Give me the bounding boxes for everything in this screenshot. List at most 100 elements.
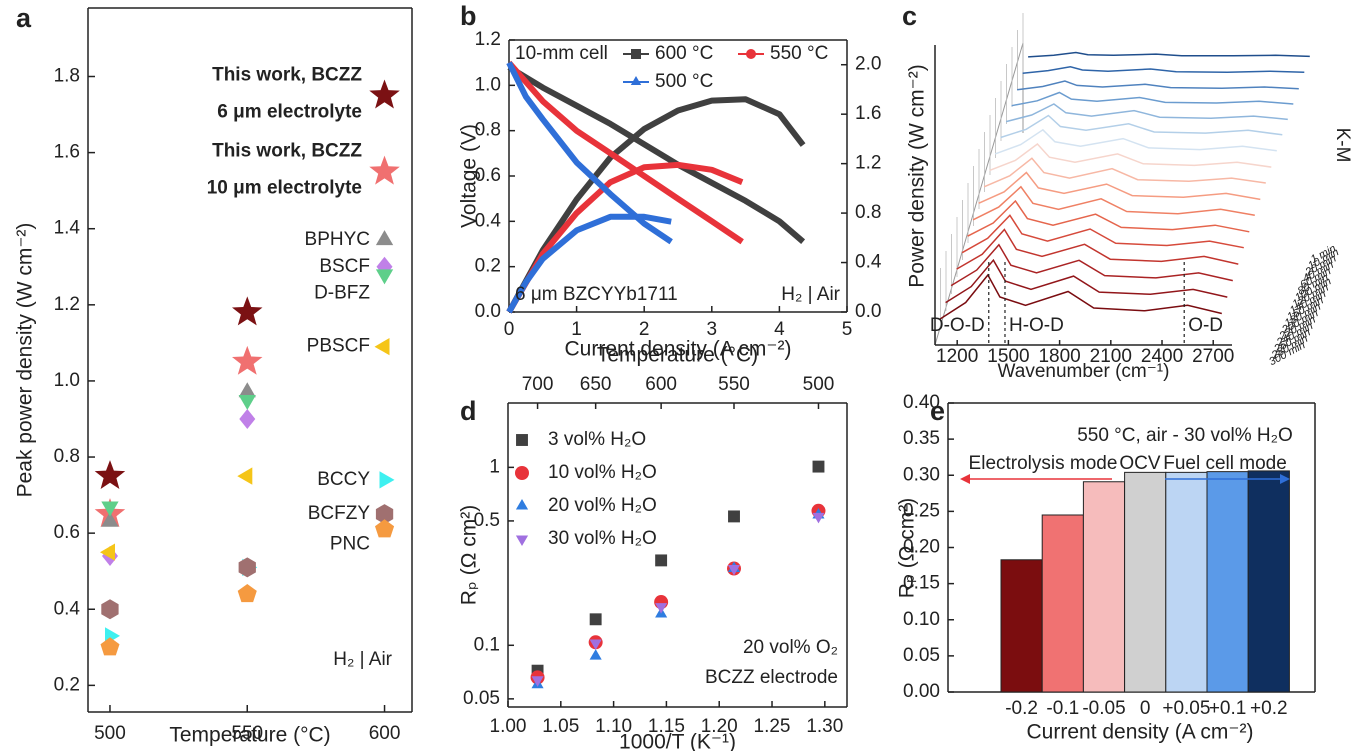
annotation: Fuel cell mode xyxy=(1163,453,1287,474)
spectrum xyxy=(1000,114,1283,139)
x-tick-label: -0.1 xyxy=(1046,698,1079,719)
marker xyxy=(232,345,263,375)
y-tick-label: 0.5 xyxy=(474,510,500,531)
spectrum xyxy=(1028,51,1310,58)
y-tick-label: 0.25 xyxy=(903,500,940,521)
y-tick-label: 0.15 xyxy=(903,573,940,594)
legend-label: 550 °C xyxy=(770,43,828,64)
x-tick-label: 700 xyxy=(522,374,554,395)
power-line xyxy=(506,96,806,314)
series-label: BPHYC xyxy=(305,229,370,250)
marker xyxy=(369,155,400,185)
legend-marker xyxy=(746,49,756,59)
marker xyxy=(369,79,400,109)
legend-label: 500 °C xyxy=(655,71,713,92)
legend-label: 30 vol% H₂O xyxy=(548,528,657,549)
y-tick-label: 0.8 xyxy=(54,446,80,467)
marker xyxy=(232,296,263,326)
x-tick-label: +0.2 xyxy=(1250,698,1288,719)
marker xyxy=(374,338,390,356)
series-label: D-BFZ xyxy=(314,282,370,303)
panel-label: a xyxy=(16,3,32,33)
x-tick-label: -0.05 xyxy=(1082,698,1125,719)
spectrum xyxy=(989,142,1272,172)
marker xyxy=(728,510,740,523)
marker xyxy=(237,467,253,485)
marker xyxy=(238,395,256,410)
marker xyxy=(101,501,119,517)
marker xyxy=(379,471,395,489)
marker xyxy=(515,535,529,546)
y-tick-label: 1.6 xyxy=(54,142,80,163)
legend-label: 3 vol% H₂O xyxy=(548,429,646,450)
bar xyxy=(1165,471,1208,693)
y-tick-label: 0.8 xyxy=(475,120,501,141)
marker xyxy=(812,460,825,473)
annotation: H₂ | Air xyxy=(781,284,840,305)
x-tick-label: 500 xyxy=(94,723,126,744)
spectrum xyxy=(1022,66,1305,75)
annotation: 10-mm cell xyxy=(515,43,608,64)
spectrum xyxy=(994,128,1277,155)
y-tick-label: 1.8 xyxy=(54,66,80,87)
bar xyxy=(1247,470,1290,693)
axis-label: Power density (W cm⁻²) xyxy=(906,64,929,287)
marker xyxy=(375,230,394,246)
x-tick-label: 550 xyxy=(231,723,263,744)
marker xyxy=(515,466,529,480)
y-tick-label: 1.2 xyxy=(54,294,80,315)
marker xyxy=(100,543,115,561)
arrow-head xyxy=(1280,474,1290,484)
x-tick-label: 1.25 xyxy=(754,716,791,737)
chart-title: 550 °C, air - 30 vol% H₂O xyxy=(1077,425,1293,446)
y-tick-label: 0.4 xyxy=(54,598,81,619)
marker xyxy=(375,519,395,538)
y-tick-label: 1 xyxy=(489,456,500,477)
marker xyxy=(655,554,668,567)
y-tick-label: 0.1 xyxy=(474,634,500,655)
spectrum xyxy=(1005,103,1288,123)
x-tick-label: 1500 xyxy=(987,346,1029,367)
x-tick-label: 1.15 xyxy=(648,716,685,737)
x-tick-label: 3 xyxy=(707,319,718,340)
axis-label: Wavenumber (cm⁻¹) xyxy=(998,361,1170,382)
axis-label: Voltage (V) xyxy=(458,124,481,228)
axis-label: Current density (A cm⁻²) xyxy=(1027,721,1254,744)
y-tick-label: 0.4 xyxy=(855,252,882,273)
x-tick-label: +0.1 xyxy=(1209,698,1247,719)
marker xyxy=(375,269,394,285)
bar xyxy=(1206,471,1249,693)
spectrum xyxy=(945,258,1228,304)
x-tick-label: 2700 xyxy=(1192,346,1234,367)
y-tick-label: 2.0 xyxy=(855,54,881,75)
band-label: D-O-D xyxy=(930,315,985,336)
marker xyxy=(812,512,825,524)
axis-label: Rₚ (Ω cm²) xyxy=(896,498,919,599)
annotation: OCV xyxy=(1119,453,1161,474)
y-tick-label: 0.0 xyxy=(475,301,501,322)
x-tick-label: 2100 xyxy=(1090,346,1132,367)
series-label: BSCF xyxy=(319,256,370,277)
series-label: 10 μm electrolyte xyxy=(207,178,362,199)
power-line xyxy=(506,213,672,314)
x-tick-label: +0.05 xyxy=(1162,698,1210,719)
marker xyxy=(589,649,602,660)
x-tick-label: 650 xyxy=(580,374,612,395)
series-label: BCCY xyxy=(317,469,370,490)
panel-label: d xyxy=(460,396,477,426)
y-tick-label: 0.10 xyxy=(903,609,940,630)
axis-label: 1000/T (K⁻¹) xyxy=(619,731,736,751)
arrow-head xyxy=(960,474,970,484)
spectrum xyxy=(978,171,1261,204)
annotation: K-M xyxy=(1332,128,1353,163)
spectrum xyxy=(983,157,1266,188)
y-tick-label: 0.35 xyxy=(903,428,940,449)
axis-label: Temperature (°C) xyxy=(169,724,330,747)
marker xyxy=(375,504,394,525)
legend-label: 600 °C xyxy=(655,43,713,64)
annotation: BCZZ electrode xyxy=(705,667,838,688)
band-label: H-O-D xyxy=(1009,315,1064,336)
spectrum xyxy=(939,273,1222,320)
y-tick-label: 0.30 xyxy=(903,464,940,485)
